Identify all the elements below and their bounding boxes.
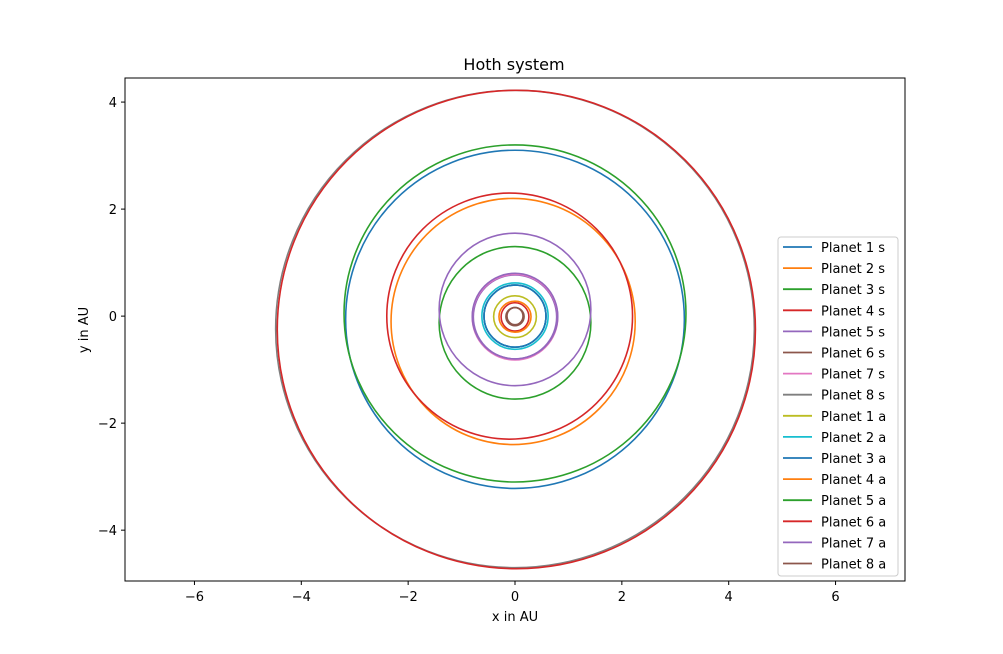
legend-label: Planet 6 s [821,347,885,362]
x-tick-label: −2 [399,590,418,605]
legend-label: Planet 4 a [821,473,886,488]
orbit-14 [385,192,634,440]
legend-label: Planet 7 a [821,536,886,551]
x-axis-ticks: −6 −4 −2 0 2 4 6 [185,581,840,605]
legend-label: Planet 1 s [821,241,885,256]
y-tick-label: 2 [109,203,117,218]
legend-label: Planet 1 a [821,410,886,425]
orbit-12 [498,300,532,333]
legend-label: Planet 3 s [821,283,885,298]
legend-label: Planet 3 a [821,452,886,467]
x-tick-label: 6 [831,590,839,605]
legend-label: Planet 8 a [821,558,886,573]
orbit-9 [492,294,538,339]
orbit-15 [438,232,592,387]
y-tick-label: 0 [109,310,117,325]
legend-box [777,236,899,577]
legend-label: Planet 7 s [821,368,885,383]
x-axis-label: x in AU [492,610,538,625]
x-tick-label: −4 [292,590,311,605]
y-tick-label: −2 [98,417,117,432]
orbit-4 [500,301,530,332]
orbit-1 [344,149,686,490]
y-tick-label: −4 [98,524,117,539]
legend-label: Planet 5 a [821,494,886,509]
legend-label: Planet 2 a [821,431,886,446]
legend-label: Planet 6 a [821,515,886,530]
orbit-lines [274,89,757,570]
x-tick-label: −6 [185,590,204,605]
orbit-13 [343,144,687,483]
orbit-17 [276,89,757,570]
legend-label: Planet 4 s [821,304,885,319]
legend-label: Planet 5 s [821,325,885,340]
y-tick-label: 4 [109,96,117,111]
orbit-18 [483,284,547,348]
orbit-20 [471,272,559,360]
legend: Planet 1 s Planet 2 s Planet 3 s Planet 4 s… [777,236,899,577]
x-tick-label: 2 [618,590,626,605]
x-tick-label: 0 [511,590,519,605]
orbit-16 [506,306,524,326]
orbit-3 [438,245,592,400]
legend-label: Planet 2 s [821,262,885,277]
y-axis-label: y in AU [77,307,92,353]
orbit-19 [481,282,549,351]
chart-title: Hoth system [463,55,564,74]
orbit-2 [390,197,637,446]
y-axis-ticks: −4 −2 0 2 4 [98,96,125,539]
legend-label: Planet 8 s [821,389,885,404]
x-tick-label: 4 [725,590,733,605]
